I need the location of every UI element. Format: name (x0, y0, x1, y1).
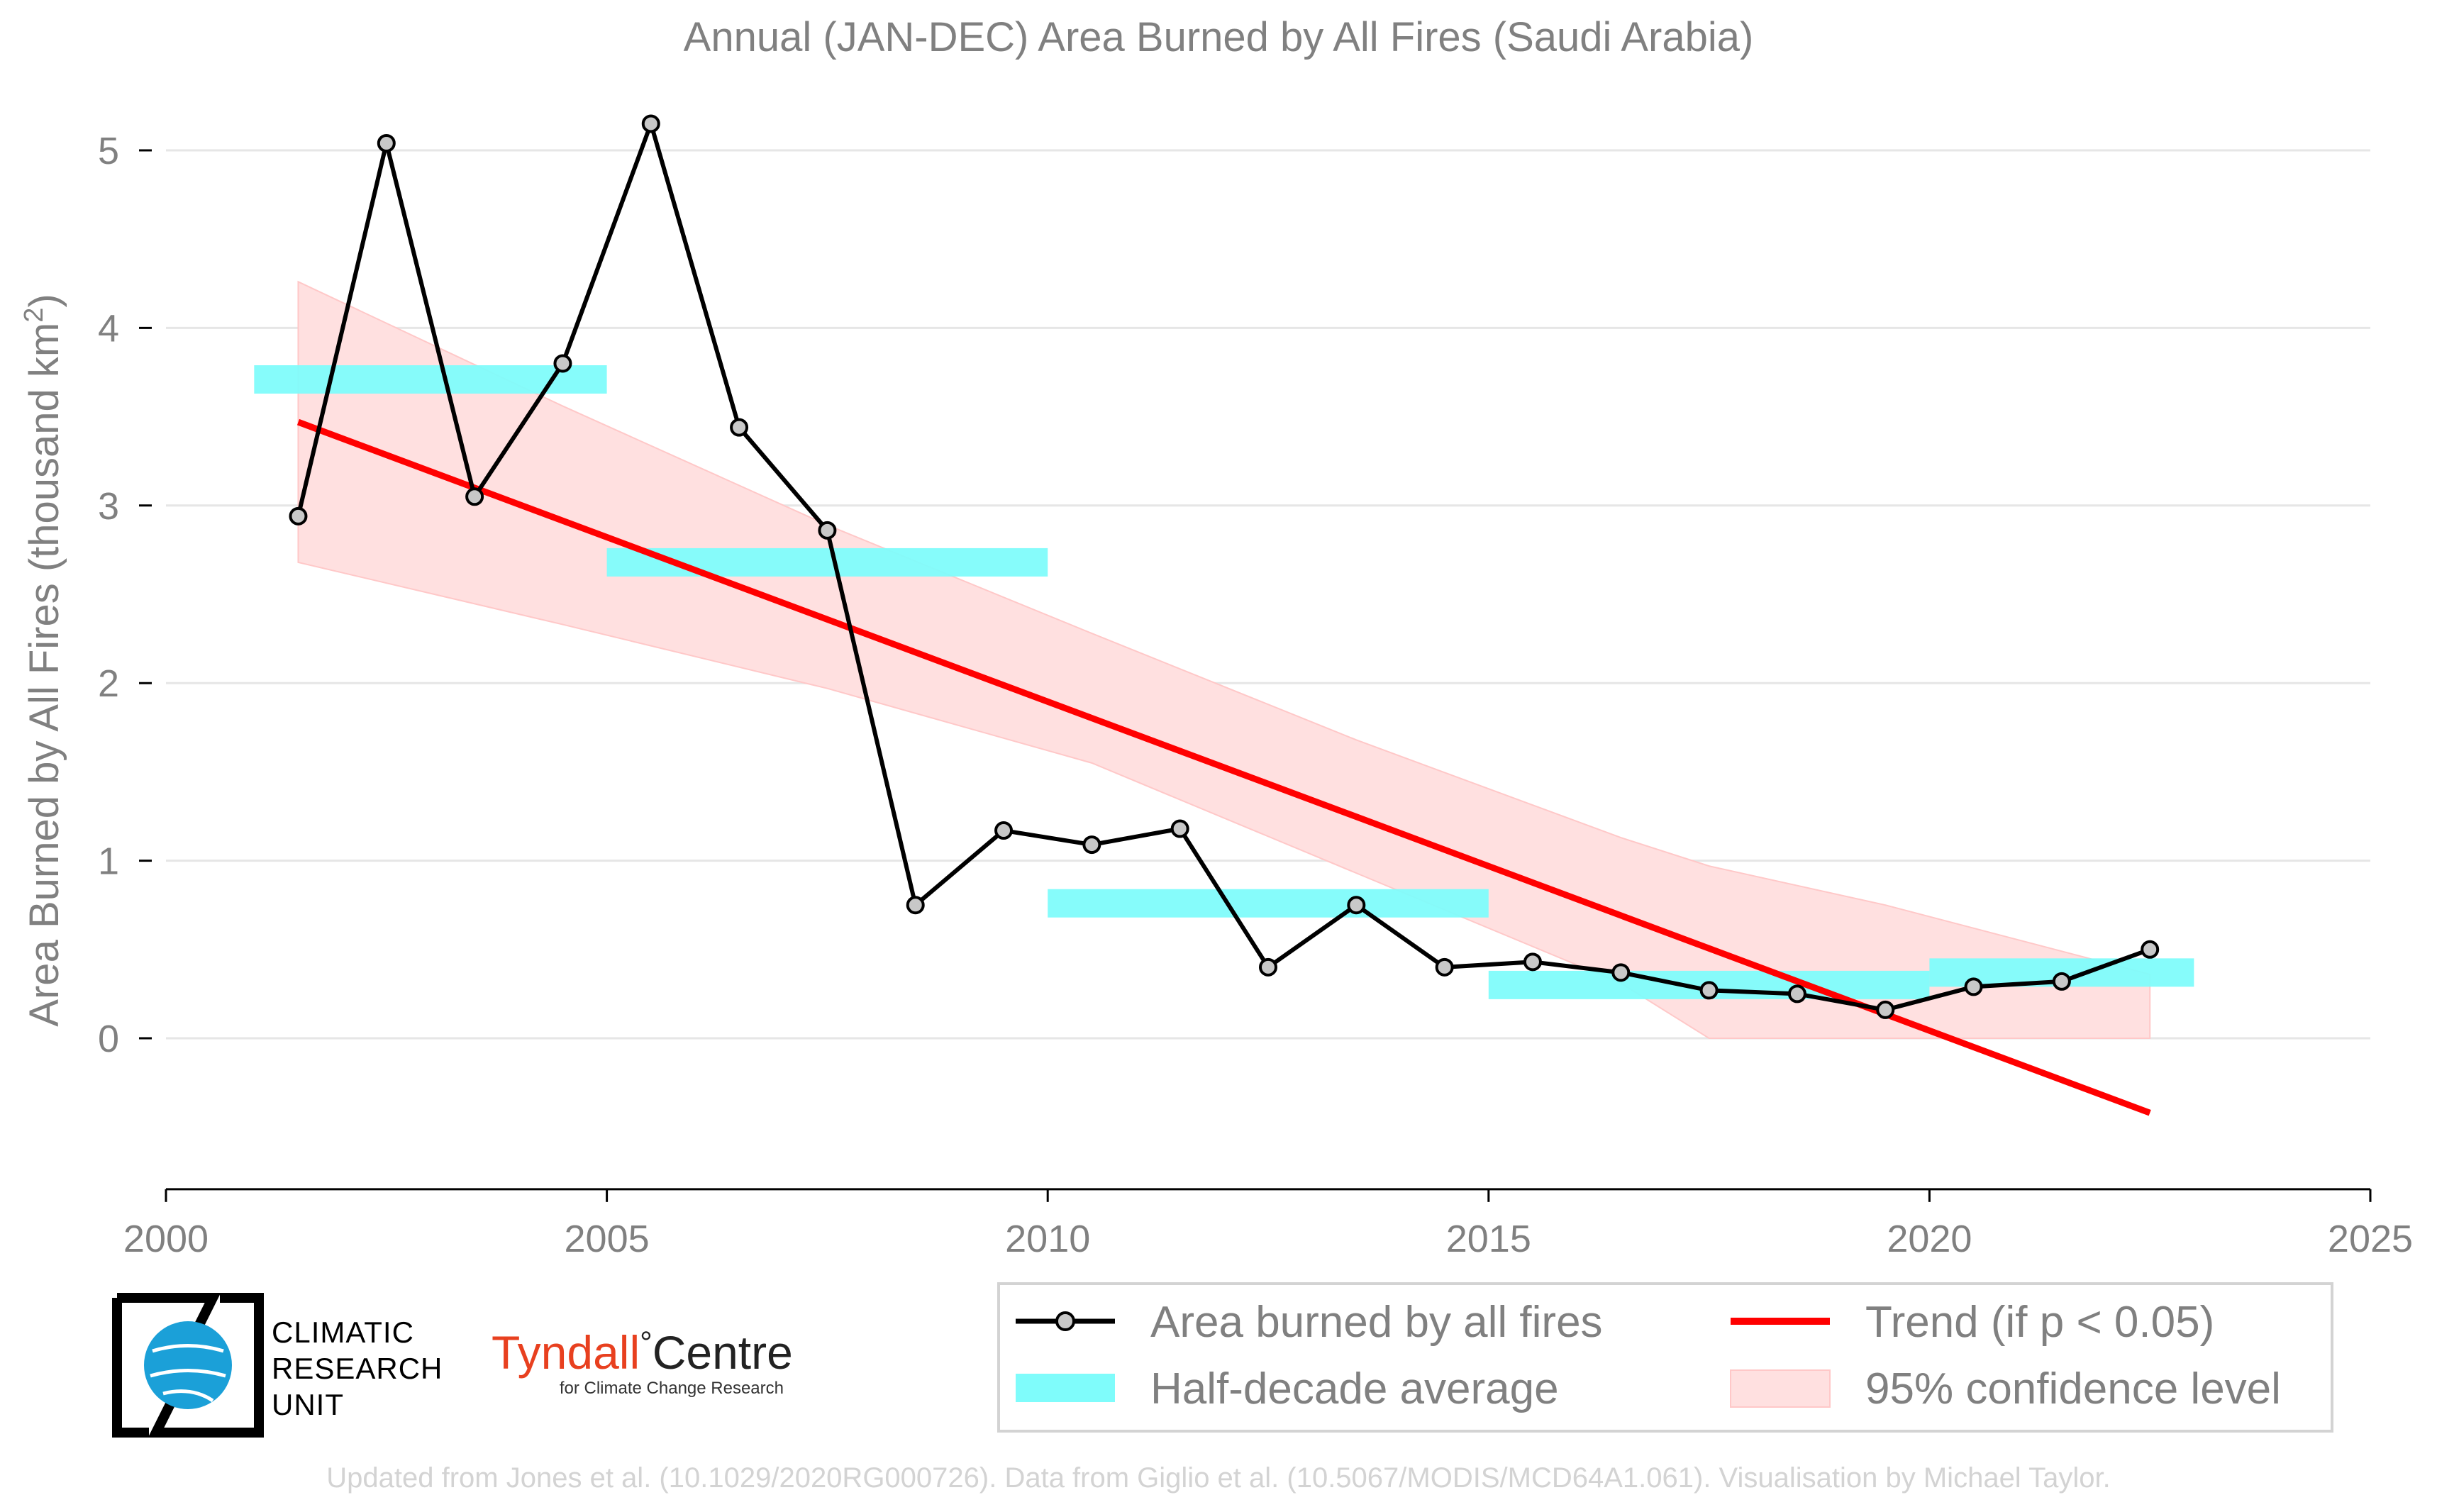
data-point (2141, 940, 2160, 959)
data-point (2052, 972, 2071, 991)
data-point (1876, 1000, 1895, 1019)
data-point (1435, 957, 1454, 977)
data-point (1964, 977, 1983, 996)
y-tick-label: 0 (98, 1018, 119, 1060)
svg-text:Tyndall°Centre: Tyndall°Centre (492, 1325, 793, 1379)
x-tick-label: 2020 (1887, 1218, 1972, 1260)
tyndall-subtitle: for Climate Change Research (560, 1379, 784, 1398)
cru-logo-line1: CLIMATIC (272, 1316, 414, 1349)
y-tick-label: 2 (98, 662, 119, 705)
data-point (641, 114, 660, 133)
data-point (1347, 896, 1366, 915)
y-tick-label: 3 (98, 485, 119, 528)
legend-ci: 95% confidence level (1865, 1364, 2281, 1413)
data-point (1082, 835, 1101, 855)
data-point (553, 354, 572, 373)
data-point (1611, 963, 1631, 982)
y-axis-label: Area Burned by All Fires (thousand km2) (19, 294, 67, 1026)
data-point (994, 821, 1014, 840)
cru-logo-line3: UNIT (272, 1388, 344, 1421)
half-decade-bar (1048, 889, 1489, 918)
legend-area-burned: Area burned by all fires (1150, 1298, 1603, 1347)
footer-credits: Updated from Jones et al. (10.1029/2020R… (326, 1462, 2110, 1494)
x-tick-label: 2015 (1446, 1218, 1531, 1260)
data-point (1259, 957, 1277, 977)
tyndall-logo: Tyndall°Centre for Climate Change Resear… (492, 1325, 793, 1398)
data-point (730, 418, 749, 437)
data-point (1787, 984, 1806, 1004)
data-point (465, 487, 484, 506)
legend: Area burned by all fires Trend (if p < 0… (997, 1282, 2333, 1433)
confidence-band (297, 280, 2151, 1039)
y-tick-label: 4 (98, 307, 119, 350)
trend-line (296, 418, 2151, 1116)
x-tick-label: 2010 (1005, 1218, 1090, 1260)
cru-logo-line2: RESEARCH (272, 1352, 443, 1385)
data-point (1699, 981, 1719, 1000)
series-line (296, 121, 2151, 1012)
y-tick-label: 5 (98, 130, 119, 172)
axes: 0 1 2 3 4 5 2000 2005 2010 2015 2020 2025 (98, 130, 2413, 1260)
legend-half-decade-marker (1016, 1374, 1115, 1402)
x-tick-label: 2000 (123, 1218, 209, 1260)
trend-segment (296, 418, 2151, 1116)
area-burned-series (289, 114, 2160, 1019)
data-point (906, 896, 925, 915)
globe-icon (144, 1321, 232, 1409)
legend-half-decade: Half-decade average (1150, 1364, 1559, 1413)
data-point (1523, 952, 1542, 972)
y-tick-label: 1 (98, 840, 119, 883)
data-point (1170, 819, 1189, 838)
x-tick-label: 2025 (2328, 1218, 2413, 1260)
confidence-area (297, 280, 2151, 1039)
legend-ci-marker (1730, 1369, 1831, 1408)
data-point (377, 133, 396, 152)
cru-logo: CLIMATIC RESEARCH UNIT (112, 1293, 443, 1438)
chart-title: Annual (JAN-DEC) Area Burned by All Fire… (684, 14, 1754, 60)
legend-trend: Trend (if p < 0.05) (1865, 1298, 2214, 1347)
data-point (818, 521, 837, 540)
data-point (289, 506, 308, 526)
x-tick-label: 2005 (565, 1218, 650, 1260)
